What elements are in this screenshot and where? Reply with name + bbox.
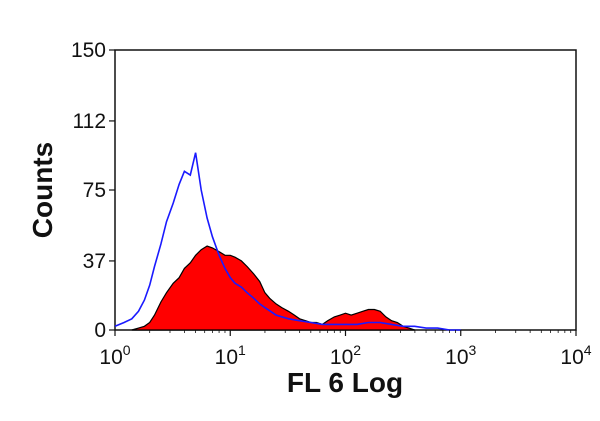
x-tick-label-1: 101 <box>215 342 246 369</box>
x-axis-title: FL 6 Log <box>287 367 403 398</box>
filled-histogram-series-0 <box>131 245 415 331</box>
y-tick-label-3: 112 <box>73 110 106 133</box>
y-axis-title: Counts <box>27 142 58 238</box>
y-tick-label-4: 150 <box>71 39 106 62</box>
y-tick-label-0: 0 <box>94 319 106 342</box>
x-tick-label-4: 104 <box>560 342 591 369</box>
y-tick-label-2: 75 <box>83 179 106 202</box>
y-tick-label-1: 37 <box>83 250 106 273</box>
x-tick-label-3: 103 <box>445 342 476 369</box>
x-tick-label-0: 100 <box>99 342 130 369</box>
line-histogram-series-1 <box>114 152 461 331</box>
x-tick-label-2: 102 <box>330 342 361 369</box>
series-layer <box>114 152 461 331</box>
